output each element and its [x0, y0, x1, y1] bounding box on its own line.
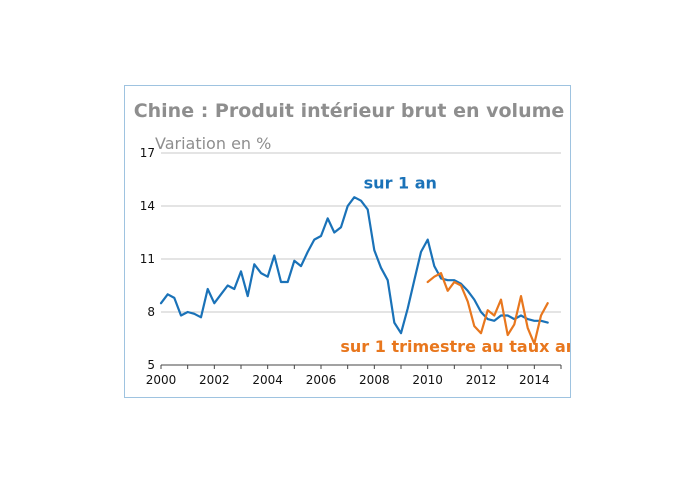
- series-labels: sur 1 an sur 1 trimestre au taux annuel: [340, 173, 570, 355]
- chart-title: Chine : Produit intérieur brut en volume: [134, 100, 565, 122]
- gridlines: [161, 152, 561, 313]
- chart-frame: Chine : Produit intérieur brut en volume…: [124, 85, 571, 398]
- x-tick-label: 2006: [306, 373, 337, 387]
- y-axis-label: Variation en %: [155, 134, 271, 153]
- series-label-1an: sur 1 an: [364, 173, 437, 192]
- series-line-1an: [159, 196, 549, 335]
- x-tick-label: 2010: [412, 373, 443, 387]
- y-tick-label: 5: [147, 358, 155, 372]
- series-line-trimestre: [426, 272, 549, 345]
- x-tick-label: 2002: [199, 373, 230, 387]
- y-tick-label: 8: [147, 305, 155, 319]
- series-label-trimestre: sur 1 trimestre au taux annuel: [340, 337, 570, 356]
- y-tick-label: 11: [140, 252, 155, 266]
- series-lines: [159, 196, 549, 345]
- axes: 5 8 11 14 17 2000 2002 2004 2006 2008 2010 2012 2014: [140, 146, 562, 387]
- chart-svg: Chine : Produit intérieur brut en volume…: [134, 100, 570, 387]
- x-tick-label: 2004: [252, 373, 283, 387]
- x-tick-label: 2012: [466, 373, 497, 387]
- y-tick-label: 17: [140, 146, 155, 160]
- y-tick-label: 14: [140, 199, 155, 213]
- x-tick-label: 2014: [519, 373, 550, 387]
- x-tick-label: 2000: [146, 373, 177, 387]
- x-tick-label: 2008: [359, 373, 390, 387]
